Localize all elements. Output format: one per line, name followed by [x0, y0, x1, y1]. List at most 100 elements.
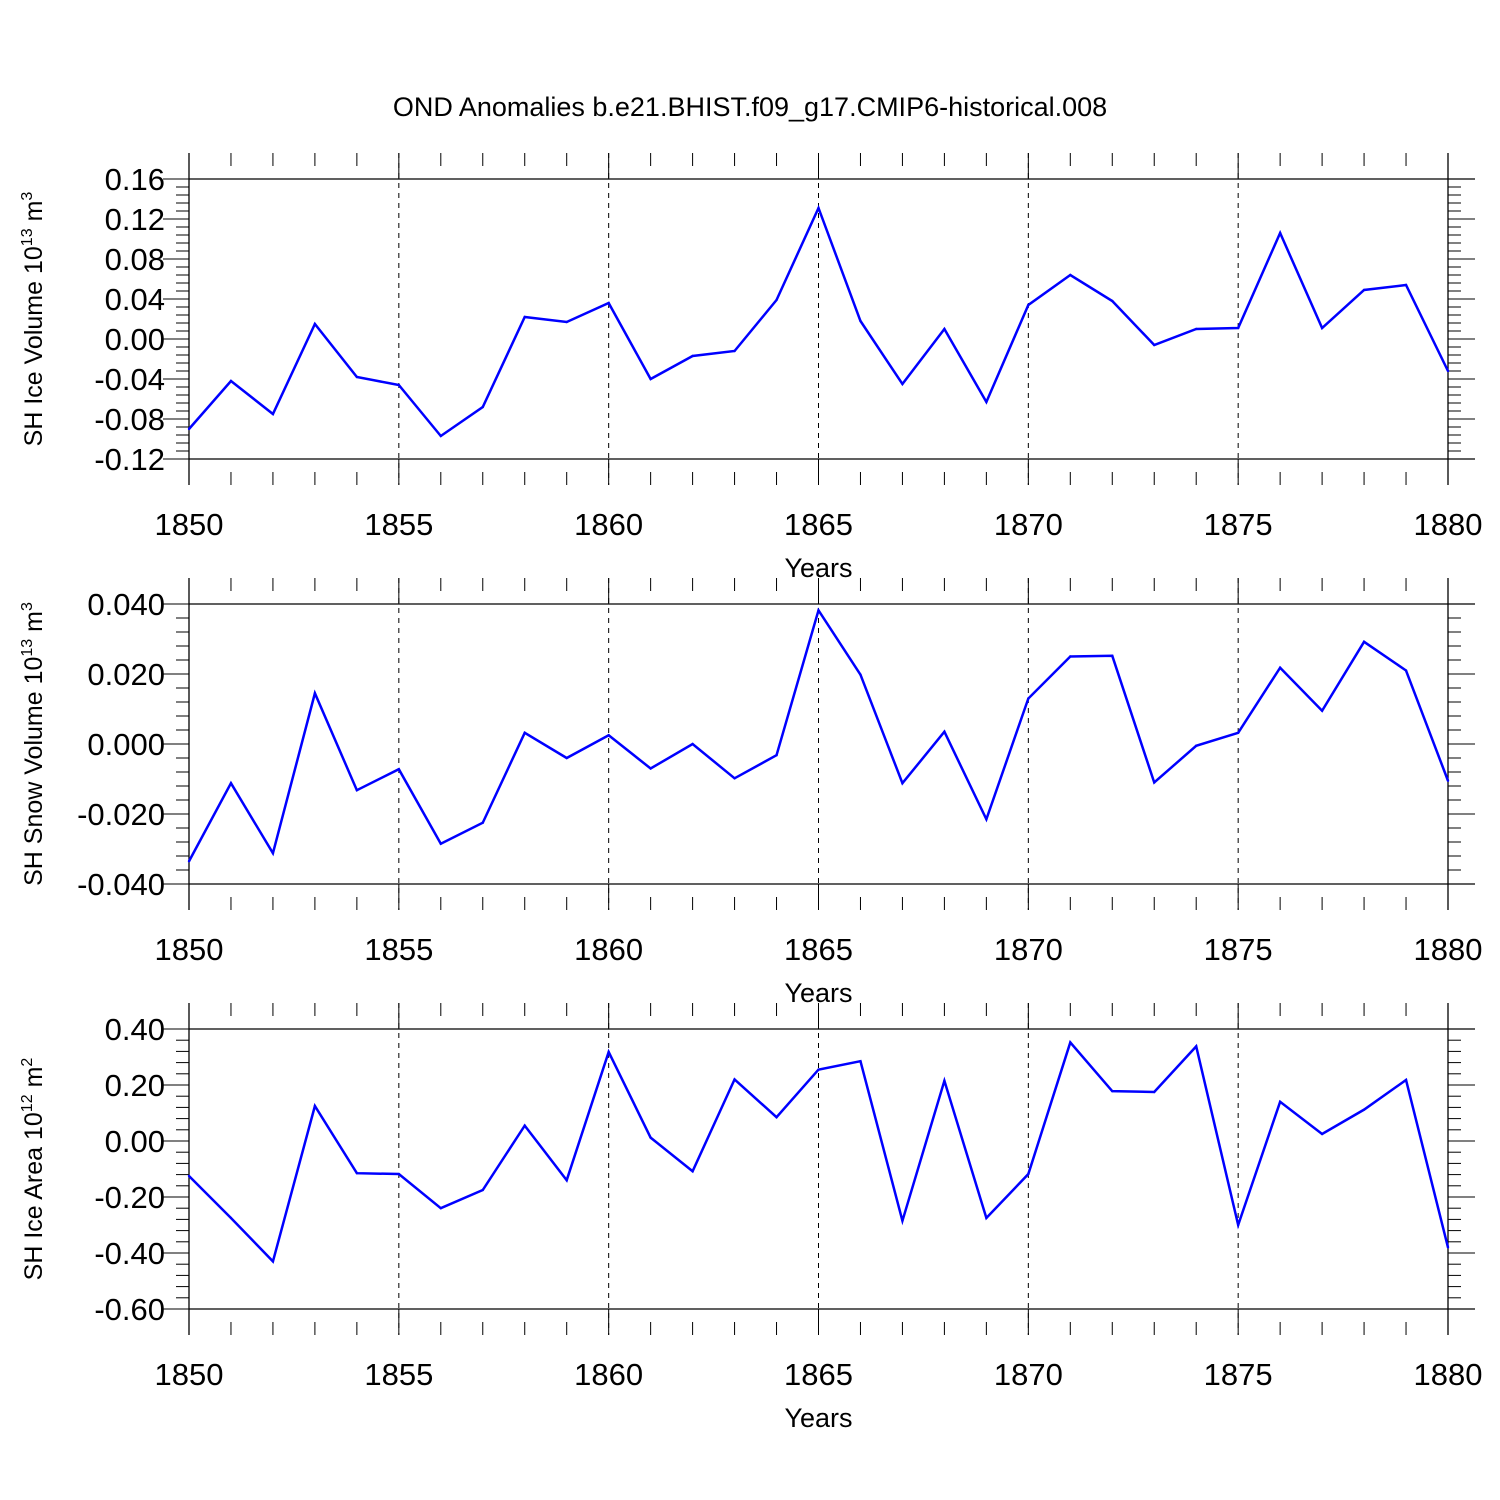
y-label-text: SH Snow Volume 10 [20, 657, 48, 886]
data-point [691, 742, 694, 746]
data-point [1195, 327, 1198, 331]
data-point [313, 692, 317, 695]
data-point [313, 322, 317, 326]
data-point [481, 1188, 484, 1192]
y-tick-label: -0.020 [77, 797, 165, 832]
data-point [439, 842, 442, 845]
x-tick-label: 1870 [994, 932, 1063, 967]
x-tick-label: 1875 [1204, 507, 1273, 542]
data-point [523, 315, 526, 319]
data-point [523, 731, 526, 734]
chart-title: OND Anomalies b.e21.BHIST.f09_g17.CMIP6-… [393, 92, 1107, 122]
series-line [188, 204, 1450, 438]
data-point [1236, 731, 1240, 734]
data-point [1153, 1090, 1156, 1094]
y-label-exponent: 13 [19, 639, 36, 657]
data-point [1404, 669, 1408, 672]
x-tick-label: 1865 [784, 1357, 853, 1392]
data-point [1027, 1172, 1030, 1176]
y-tick-label: 0.00 [105, 322, 165, 357]
data-point [1111, 299, 1114, 303]
y-axis-label: SH Ice Volume 1013 m3 [19, 192, 48, 447]
data-point [1236, 1223, 1240, 1227]
data-point [733, 349, 736, 353]
data-point [775, 298, 778, 302]
y-tick-label: 0.40 [105, 1012, 165, 1047]
data-point [229, 1216, 233, 1220]
y-axis-label: SH Ice Area 1012 m2 [19, 1058, 48, 1281]
data-point [481, 821, 484, 824]
x-tick-label: 1855 [364, 507, 433, 542]
data-point [1069, 273, 1072, 277]
data-point [985, 400, 988, 404]
data-point [1362, 288, 1366, 292]
data-point [313, 1104, 317, 1108]
data-point [1153, 343, 1156, 347]
y-tick-label: 0.040 [87, 587, 165, 622]
y-tick-label: -0.20 [94, 1180, 165, 1215]
panel-2: -0.040 -0.020 0.000 0.020 0.040 1850 1855 1860 1… [19, 578, 1482, 1008]
data-point [691, 354, 694, 358]
data-point [271, 412, 275, 416]
x-tick-label: 1875 [1204, 1357, 1273, 1392]
x-tick-label: 1850 [155, 1357, 224, 1392]
data-point [607, 301, 610, 305]
data-point [1278, 666, 1282, 669]
data-point [1195, 744, 1198, 747]
data-point [649, 1136, 652, 1139]
data-point [1362, 1108, 1366, 1111]
data-point [901, 782, 904, 785]
data-point [1320, 1132, 1324, 1136]
data-point [1320, 326, 1324, 330]
y-label-unit: m [20, 201, 48, 222]
data-point [1027, 697, 1030, 700]
data-point [1153, 781, 1156, 784]
y-label-unit-exponent: 3 [19, 602, 36, 611]
data-point [1404, 1078, 1408, 1082]
y-tick-label: 0.20 [105, 1068, 165, 1103]
y-tick-label: 0.16 [105, 162, 165, 197]
data-point [397, 768, 401, 771]
data-point [1446, 779, 1450, 782]
y-label-exponent: 12 [19, 1094, 36, 1112]
data-point [523, 1124, 526, 1127]
data-point [229, 782, 233, 785]
data-point [985, 1216, 988, 1220]
x-tick-label: 1880 [1414, 1357, 1483, 1392]
data-point [1362, 640, 1366, 643]
x-tick-label: 1870 [994, 507, 1063, 542]
y-tick-label: 0.08 [105, 242, 165, 277]
y-tick-label: 0.00 [105, 1124, 165, 1159]
data-point [565, 756, 568, 760]
data-point [397, 383, 401, 387]
x-axis-label: Years [784, 1403, 852, 1433]
y-tick-label: -0.12 [94, 442, 165, 477]
y-tick-label: -0.08 [94, 402, 165, 437]
data-point [775, 754, 778, 757]
data-point [481, 405, 484, 409]
x-tick-label: 1860 [574, 1357, 643, 1392]
data-point [607, 734, 610, 737]
x-tick-label: 1875 [1204, 932, 1273, 967]
data-point [1027, 303, 1030, 307]
x-tick-label: 1855 [364, 1357, 433, 1392]
x-tick-label: 1870 [994, 1357, 1063, 1392]
x-tick-label: 1860 [574, 507, 643, 542]
x-tick-label: 1865 [784, 932, 853, 967]
data-point [187, 860, 191, 863]
data-point [607, 1050, 610, 1054]
y-label-unit: m [20, 1067, 48, 1088]
data-point [649, 767, 652, 770]
y-tick-label: 0.020 [87, 657, 165, 692]
data-point [775, 1116, 778, 1119]
data-point [859, 319, 862, 323]
data-point [733, 777, 736, 780]
x-tick-label: 1880 [1414, 507, 1483, 542]
y-tick-label: 0.04 [105, 282, 165, 317]
data-point [565, 1179, 568, 1182]
data-point [1069, 1041, 1072, 1044]
data-point [817, 206, 820, 210]
y-label-unit-exponent: 2 [19, 1058, 36, 1067]
x-tick-label: 1855 [364, 932, 433, 967]
